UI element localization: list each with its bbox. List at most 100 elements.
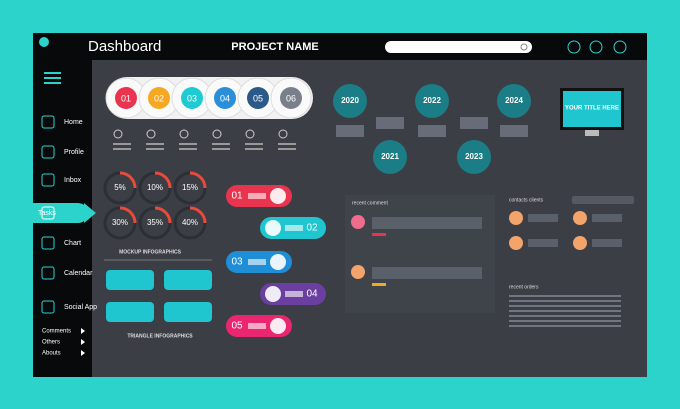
step-icon <box>270 318 286 334</box>
menu-item[interactable]: Inbox <box>64 177 82 184</box>
bubble-icon <box>179 129 189 139</box>
contact-avatar <box>573 211 587 225</box>
menu-item[interactable]: Tasks <box>38 210 56 217</box>
search-icon[interactable] <box>520 43 528 51</box>
submenu-item[interactable]: Comments <box>42 329 71 335</box>
bubble-caption <box>113 143 131 145</box>
mockup-card <box>106 270 154 290</box>
bubble-number: 06 <box>286 93 296 103</box>
comments-panel <box>345 195 495 313</box>
order-row <box>509 315 621 317</box>
bubble <box>181 87 203 109</box>
progress-arc <box>154 171 172 189</box>
step-number: 02 <box>306 223 318 234</box>
contact-text <box>592 214 622 222</box>
order-row <box>509 325 621 327</box>
timeline-node <box>373 140 407 174</box>
progress-label: 10% <box>147 183 163 192</box>
bubble-icon <box>146 129 156 139</box>
progress-arc <box>189 171 207 189</box>
contact-search[interactable] <box>572 196 634 204</box>
top-icon[interactable] <box>613 40 627 54</box>
bubble-number: 03 <box>187 93 197 103</box>
active-tab <box>33 203 88 223</box>
bubble-icon <box>278 129 288 139</box>
contact-avatar <box>509 236 523 250</box>
bubble-number: 05 <box>253 93 263 103</box>
step-icon <box>265 220 281 236</box>
menu-icon <box>41 145 55 159</box>
page-title: Dashboard <box>88 38 161 55</box>
menu-icon <box>41 266 55 280</box>
contact-avatar <box>509 211 523 225</box>
menu-line <box>44 82 61 84</box>
project-name: PROJECT NAME <box>231 41 318 53</box>
step-icon <box>265 286 281 302</box>
bubble <box>115 87 137 109</box>
timeline-text <box>336 125 364 137</box>
progress-label: 15% <box>182 183 198 192</box>
bubble-caption <box>146 143 164 145</box>
search-bar[interactable] <box>385 41 532 53</box>
progress-label: 30% <box>112 218 128 227</box>
avatar[interactable] <box>39 37 49 47</box>
step-number: 01 <box>231 191 243 202</box>
panel-title: contacts clients <box>509 197 544 203</box>
menu-item[interactable]: Social App <box>64 304 97 311</box>
submenu-item[interactable]: Others <box>42 340 60 346</box>
bubble-number: 01 <box>121 93 131 103</box>
submenu-arrow <box>81 328 85 334</box>
section-label: TRIANGLE INFOGRAPHICS <box>127 333 193 339</box>
monitor-title: YOUR TITLE HERE <box>565 106 619 112</box>
menu-icon <box>41 236 55 250</box>
timeline-year: 2020 <box>341 96 359 105</box>
step-number: 03 <box>231 257 243 268</box>
timeline-node <box>497 84 531 118</box>
step-text <box>248 259 266 265</box>
timeline-text <box>500 125 528 137</box>
timeline-text <box>376 117 404 129</box>
top-icon[interactable] <box>567 40 581 54</box>
bubble-icon <box>245 129 255 139</box>
timeline-node <box>333 84 367 118</box>
progress-label: 5% <box>114 183 126 192</box>
menu-item[interactable]: Home <box>64 119 83 126</box>
bubble-caption <box>179 148 197 150</box>
step-number: 05 <box>231 321 243 332</box>
section-label: MOCKUP INFOGRAPHICS <box>119 249 182 255</box>
contact-text <box>528 239 558 247</box>
bubble-caption <box>278 148 296 150</box>
bubble <box>214 87 236 109</box>
timeline-year: 2024 <box>505 96 523 105</box>
bubble-number: 02 <box>154 93 164 103</box>
submenu-arrow <box>81 339 85 345</box>
menu-item[interactable]: Profile <box>64 149 84 156</box>
menu-grid[interactable] <box>44 72 61 84</box>
bubble-caption <box>245 148 263 150</box>
bubble <box>148 87 170 109</box>
menu-icon <box>41 115 55 129</box>
mockup-card <box>106 302 154 322</box>
menu-item[interactable]: Calendar <box>64 270 93 277</box>
progress-label: 40% <box>182 218 198 227</box>
timeline-text <box>418 125 446 137</box>
timeline-node <box>415 84 449 118</box>
active-tab-tip <box>84 203 96 223</box>
order-row <box>509 320 621 322</box>
timeline-text <box>460 117 488 129</box>
comment-text <box>372 217 482 229</box>
top-icon[interactable] <box>589 40 603 54</box>
step-number: 04 <box>306 289 318 300</box>
timeline-year: 2022 <box>423 96 441 105</box>
submenu-item[interactable]: Abouts <box>42 351 61 357</box>
top-bar <box>33 33 647 60</box>
menu-icon <box>41 300 55 314</box>
menu-line <box>44 72 61 74</box>
contact-avatar <box>573 236 587 250</box>
timeline-node <box>457 140 491 174</box>
order-row <box>509 310 621 312</box>
menu-item[interactable]: Chart <box>64 240 81 247</box>
contact-text <box>528 214 558 222</box>
